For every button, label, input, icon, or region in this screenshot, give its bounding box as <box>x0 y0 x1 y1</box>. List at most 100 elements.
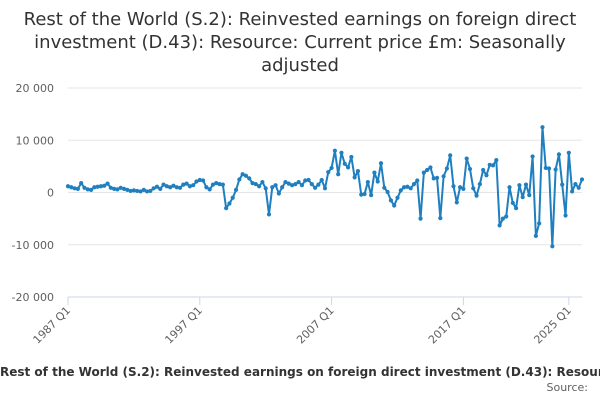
data-point[interactable] <box>233 187 239 192</box>
data-point[interactable] <box>82 185 87 190</box>
data-point[interactable] <box>428 165 433 170</box>
data-point[interactable] <box>257 184 262 189</box>
data-point[interactable] <box>457 185 463 190</box>
data-point[interactable] <box>415 178 420 183</box>
data-point[interactable] <box>507 185 512 190</box>
data-point[interactable] <box>349 154 354 160</box>
data-point[interactable] <box>273 183 278 188</box>
data-point[interactable] <box>451 184 456 189</box>
data-point[interactable] <box>579 177 585 182</box>
data-point[interactable] <box>75 186 80 191</box>
data-point[interactable] <box>563 213 568 218</box>
data-point[interactable] <box>494 158 499 163</box>
data-point[interactable] <box>570 189 575 194</box>
data-point[interactable] <box>332 148 337 153</box>
data-point[interactable] <box>467 166 473 172</box>
data-point[interactable] <box>194 179 199 184</box>
data-point[interactable] <box>85 187 90 192</box>
data-point[interactable] <box>289 183 295 188</box>
data-point[interactable] <box>151 186 156 191</box>
data-point[interactable] <box>108 185 113 190</box>
data-point[interactable] <box>65 184 71 189</box>
data-point[interactable] <box>441 174 446 179</box>
data-point[interactable] <box>540 125 545 130</box>
data-point[interactable] <box>355 168 361 174</box>
data-point[interactable] <box>342 161 347 166</box>
data-point[interactable] <box>365 179 370 185</box>
data-point[interactable] <box>345 165 351 170</box>
data-point[interactable] <box>487 162 492 167</box>
data-point[interactable] <box>131 188 136 193</box>
data-point[interactable] <box>477 182 482 187</box>
data-point[interactable] <box>250 180 255 186</box>
data-point[interactable] <box>401 185 407 190</box>
data-point[interactable] <box>444 166 450 171</box>
data-point[interactable] <box>280 185 285 190</box>
data-point[interactable] <box>253 182 258 187</box>
data-point[interactable] <box>128 188 133 194</box>
data-point[interactable] <box>497 223 502 228</box>
data-point[interactable] <box>247 176 252 181</box>
data-point[interactable] <box>537 221 542 226</box>
data-point[interactable] <box>220 182 225 187</box>
data-point[interactable] <box>161 182 166 187</box>
data-point[interactable] <box>434 175 440 180</box>
data-point[interactable] <box>283 179 288 185</box>
data-point[interactable] <box>382 185 387 190</box>
data-point[interactable] <box>527 193 532 198</box>
data-point[interactable] <box>481 167 486 173</box>
data-point[interactable] <box>375 179 380 184</box>
data-point[interactable] <box>385 189 390 195</box>
data-point[interactable] <box>115 187 120 192</box>
legend-item[interactable]: Rest of the World (S.2): Reinvested earn… <box>0 365 600 379</box>
data-point[interactable] <box>197 177 202 183</box>
data-point[interactable] <box>125 187 130 192</box>
data-point[interactable] <box>520 195 525 200</box>
data-point[interactable] <box>72 186 77 191</box>
data-point[interactable] <box>105 181 110 186</box>
data-point[interactable] <box>474 193 479 198</box>
data-point[interactable] <box>329 165 334 171</box>
data-point[interactable] <box>556 152 562 157</box>
data-point[interactable] <box>490 163 496 168</box>
data-point[interactable] <box>461 186 466 191</box>
data-point[interactable] <box>454 200 459 205</box>
data-point[interactable] <box>408 186 413 191</box>
data-point[interactable] <box>204 185 209 190</box>
data-point[interactable] <box>260 179 265 185</box>
data-point[interactable] <box>530 154 535 159</box>
data-point[interactable] <box>184 181 189 186</box>
data-point[interactable] <box>517 183 522 188</box>
data-point[interactable] <box>533 233 538 238</box>
data-point[interactable] <box>316 182 321 187</box>
data-point[interactable] <box>546 166 552 171</box>
data-point[interactable] <box>313 185 318 190</box>
data-point[interactable] <box>210 182 216 187</box>
data-point[interactable] <box>421 170 426 175</box>
data-point[interactable] <box>191 183 196 188</box>
data-point[interactable] <box>102 183 107 188</box>
data-point[interactable] <box>98 184 104 189</box>
data-point[interactable] <box>484 173 489 178</box>
data-point[interactable] <box>336 172 341 177</box>
data-point[interactable] <box>372 170 377 175</box>
data-point[interactable] <box>164 184 169 189</box>
data-point[interactable] <box>471 186 476 191</box>
data-point[interactable] <box>243 173 249 178</box>
data-point[interactable] <box>270 185 275 190</box>
data-point[interactable] <box>112 186 117 191</box>
data-point[interactable] <box>319 177 324 183</box>
data-point[interactable] <box>438 216 443 221</box>
data-point[interactable] <box>398 188 403 193</box>
data-point[interactable] <box>293 182 298 187</box>
data-point[interactable] <box>448 153 453 158</box>
data-point[interactable] <box>138 189 143 194</box>
data-point[interactable] <box>369 193 374 198</box>
data-point[interactable] <box>181 182 186 187</box>
data-point[interactable] <box>148 188 153 194</box>
data-point[interactable] <box>405 184 410 189</box>
data-point[interactable] <box>322 186 328 191</box>
data-point[interactable] <box>576 185 581 190</box>
data-point[interactable] <box>303 178 308 183</box>
data-point[interactable] <box>418 216 423 221</box>
